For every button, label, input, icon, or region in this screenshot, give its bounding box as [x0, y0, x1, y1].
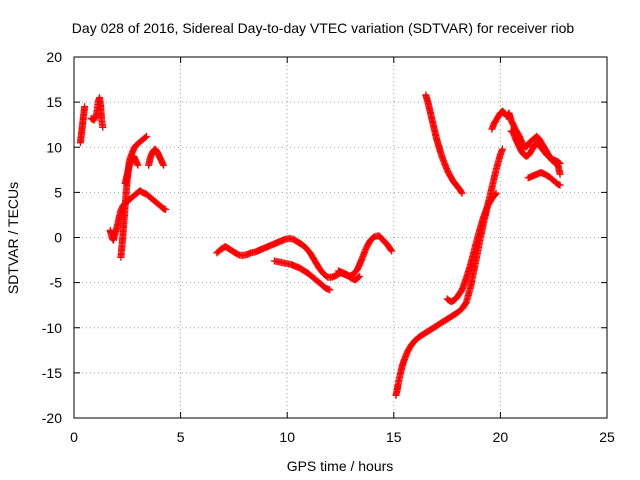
data-point: [492, 189, 500, 197]
data-point-interp: [141, 133, 149, 141]
data-point-interp: [491, 190, 499, 198]
data-point-interp: [457, 188, 465, 196]
data-point: [81, 103, 89, 111]
chart-title: Day 028 of 2016, Sidereal Day-to-day VTE…: [72, 20, 575, 36]
data-point: [388, 247, 396, 255]
x-axis-label: GPS time / hours: [287, 458, 394, 474]
series-5: [121, 152, 142, 187]
data-point: [160, 161, 168, 169]
data-point-interp: [355, 273, 363, 281]
y-tick-label: -10: [42, 320, 62, 336]
x-tick-label: 0: [70, 429, 78, 445]
series-3: [106, 187, 170, 244]
data-point: [458, 189, 466, 197]
data-point: [142, 132, 150, 140]
data-point: [556, 159, 564, 167]
y-tick-label: -5: [50, 275, 63, 291]
plot-frame: [73, 56, 608, 419]
x-tick-label: 5: [177, 429, 185, 445]
y-axis-label: SDTVAR / TECUs: [5, 182, 21, 294]
data-point-interp: [387, 246, 395, 254]
series-1: [76, 103, 89, 147]
data-point: [134, 161, 142, 169]
x-tick-label: 15: [386, 429, 402, 445]
grid: [74, 57, 607, 418]
x-tick-label: 10: [279, 429, 295, 445]
ticks: 0 5 10 15 20 25 -20 -15 -10 -5 0 5 10 15 20: [42, 49, 615, 445]
y-tick-label: 0: [54, 230, 62, 246]
data-point: [556, 170, 564, 178]
y-tick-label: 15: [46, 94, 62, 110]
y-tick-label: 5: [54, 184, 62, 200]
data-point: [356, 272, 364, 280]
series-12: [443, 189, 500, 306]
data-point-interp: [555, 159, 563, 167]
series-15: [524, 169, 564, 189]
data-point: [162, 206, 170, 214]
data-points: [76, 91, 564, 399]
series-6: [145, 145, 168, 169]
series-7: [213, 232, 396, 281]
y-tick-label: -20: [42, 410, 62, 426]
series-8: [270, 257, 334, 294]
y-tick-label: 10: [46, 139, 62, 155]
x-tick-label: 25: [599, 429, 615, 445]
y-tick-label: -15: [42, 365, 62, 381]
data-point: [499, 145, 507, 153]
data-point: [99, 123, 107, 131]
series-9: [334, 267, 364, 284]
series-14: [507, 127, 564, 167]
data-point: [556, 181, 564, 189]
data-point: [326, 286, 334, 294]
series-2: [87, 94, 107, 131]
series-11: [392, 145, 507, 399]
series-10: [422, 91, 466, 197]
x-tick-label: 20: [493, 429, 509, 445]
y-tick-label: 20: [46, 49, 62, 65]
